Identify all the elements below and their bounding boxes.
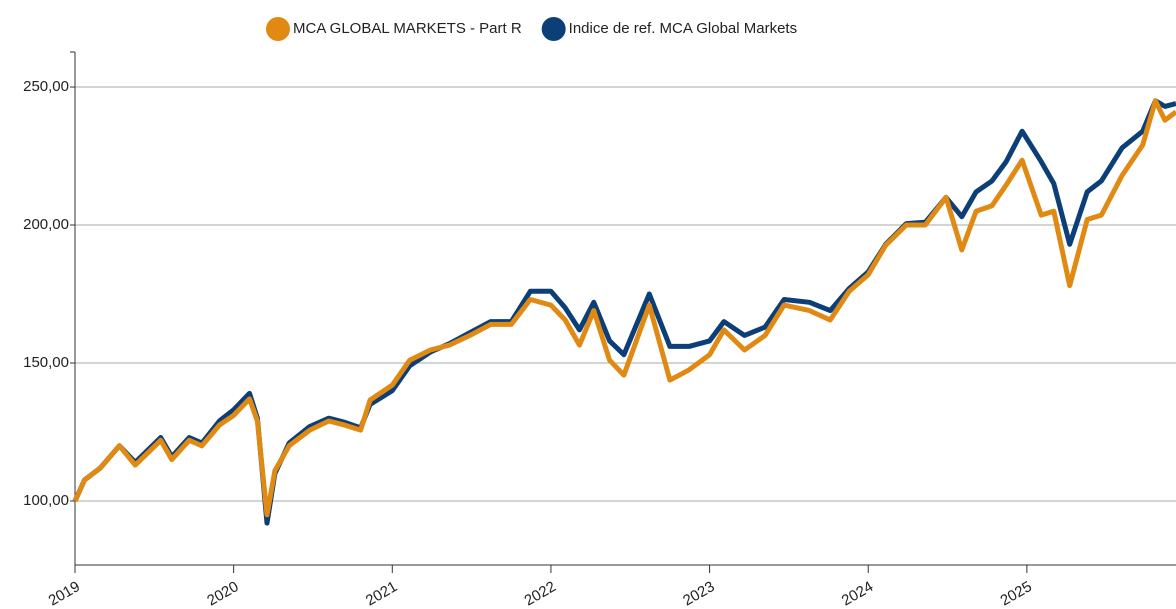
legend-marker	[541, 17, 566, 41]
y-tick-label: 100,00	[23, 492, 69, 509]
legend-label: Indice de ref. MCA Global Markets	[569, 20, 797, 37]
legend-marker	[266, 17, 290, 41]
x-tick-label: 2024	[839, 578, 876, 609]
legend-label: MCA GLOBAL MARKETS - Part R	[293, 20, 522, 37]
x-tick-label: 2022	[522, 578, 559, 609]
series-line	[72, 98, 1176, 526]
x-tick-label: 2020	[204, 578, 241, 609]
y-tick-label: 200,00	[23, 216, 69, 233]
x-tick-label: 2023	[680, 578, 717, 609]
y-tick-label: 150,00	[23, 354, 69, 371]
x-tick-label: 2025	[997, 578, 1034, 609]
x-tick-label: 2021	[363, 578, 400, 609]
y-tick-label: 250,00	[23, 78, 69, 95]
x-tick-label: 2019	[46, 578, 83, 609]
series-line	[72, 98, 1176, 518]
